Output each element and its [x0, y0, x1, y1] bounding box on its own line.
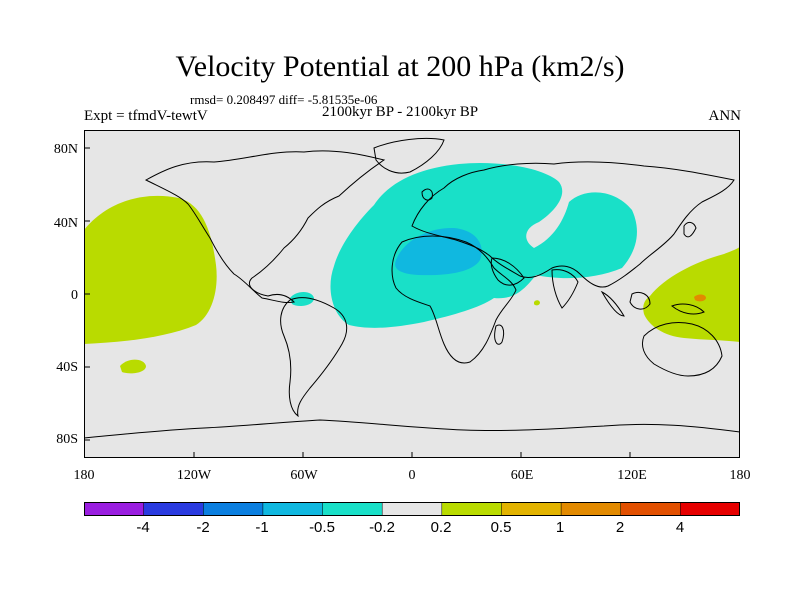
colorbar-box: [501, 502, 562, 516]
season-label: ANN: [708, 108, 742, 124]
coast-north-america: [144, 150, 386, 303]
colorbar-label-2: 2: [615, 519, 625, 536]
lat-label-0: 0: [71, 288, 78, 303]
lat-label-80n: 80N: [53, 142, 78, 157]
colorbar-label-0-5: 0.5: [490, 519, 512, 536]
lon-label-60w: 60W: [290, 468, 318, 483]
lon-label-180w: 180: [73, 468, 95, 483]
colorbar-label-4: 4: [675, 519, 685, 536]
coast-japan: [683, 221, 697, 238]
lon-label-120w: 120W: [176, 468, 212, 483]
shading-layer: [84, 162, 740, 374]
region-atlantic-negative-blob: [290, 292, 314, 306]
region-eurasia-negative: [330, 162, 637, 328]
experiment-label: Expt = tfmdV-tewtV: [84, 108, 208, 124]
coast-uk: [421, 188, 433, 201]
colorbar-label-neg2: -2: [196, 519, 210, 536]
coast-south-america: [280, 297, 348, 418]
lat-label-40s: 40S: [56, 360, 78, 375]
coast-india: [551, 269, 579, 309]
coast-sumatra: [600, 290, 625, 317]
lon-label-180e: 180: [729, 468, 751, 483]
region-indian-ocean-positive-blob: [534, 300, 540, 306]
coast-arabia: [490, 257, 525, 286]
lon-label-120e: 120E: [617, 468, 647, 483]
stats-line: rmsd= 0.208497 diff= -5.81535e-06: [190, 92, 378, 107]
colorbar-box: [143, 502, 204, 516]
colorbar-box: [441, 502, 503, 516]
period-label: 2100kyr BP - 2100kyr BP: [321, 104, 479, 120]
coastlines: [84, 137, 740, 439]
colorbar-label-neg0-2: -0.2: [369, 519, 395, 536]
region-west-pacific-positive-core: [694, 294, 706, 302]
coast-antarctica: [84, 419, 740, 439]
lat-label-40n: 40N: [53, 216, 78, 231]
colorbar-box: [620, 502, 681, 516]
coast-madagascar: [494, 324, 505, 345]
colorbar-label-neg4: -4: [136, 519, 150, 536]
colorbar-label-neg1: -1: [255, 519, 269, 536]
colorbar-box: [84, 502, 145, 516]
coast-borneo: [629, 291, 651, 310]
lon-label-0: 0: [408, 468, 416, 483]
region-west-pacific-positive: [643, 246, 740, 342]
region-pacific-positive: [84, 195, 217, 344]
coast-greenland: [373, 137, 445, 174]
colorbar-box: [381, 502, 443, 516]
plot-title: Velocity Potential at 200 hPa (km2/s): [175, 50, 625, 83]
colorbar-box: [680, 502, 740, 516]
lon-label-60e: 60E: [510, 468, 534, 483]
colorbar-box: [322, 502, 383, 516]
colorbar-label-neg0-5: -0.5: [309, 519, 335, 536]
colorbar: [84, 502, 740, 516]
map-ticks: [84, 147, 631, 458]
coast-africa: [391, 235, 517, 364]
colorbar-box: [203, 502, 264, 516]
lat-label-80s: 80S: [56, 432, 78, 447]
map-plot: [84, 130, 740, 458]
region-south-pacific-positive-blob: [120, 359, 146, 374]
colorbar-label-1: 1: [555, 519, 565, 536]
colorbar-box: [560, 502, 622, 516]
coast-australia: [641, 322, 723, 377]
colorbar-label-0-2: 0.2: [430, 519, 452, 536]
coast-new-guinea: [671, 303, 705, 315]
colorbar-box: [262, 502, 324, 516]
coast-eurasia: [411, 161, 735, 288]
